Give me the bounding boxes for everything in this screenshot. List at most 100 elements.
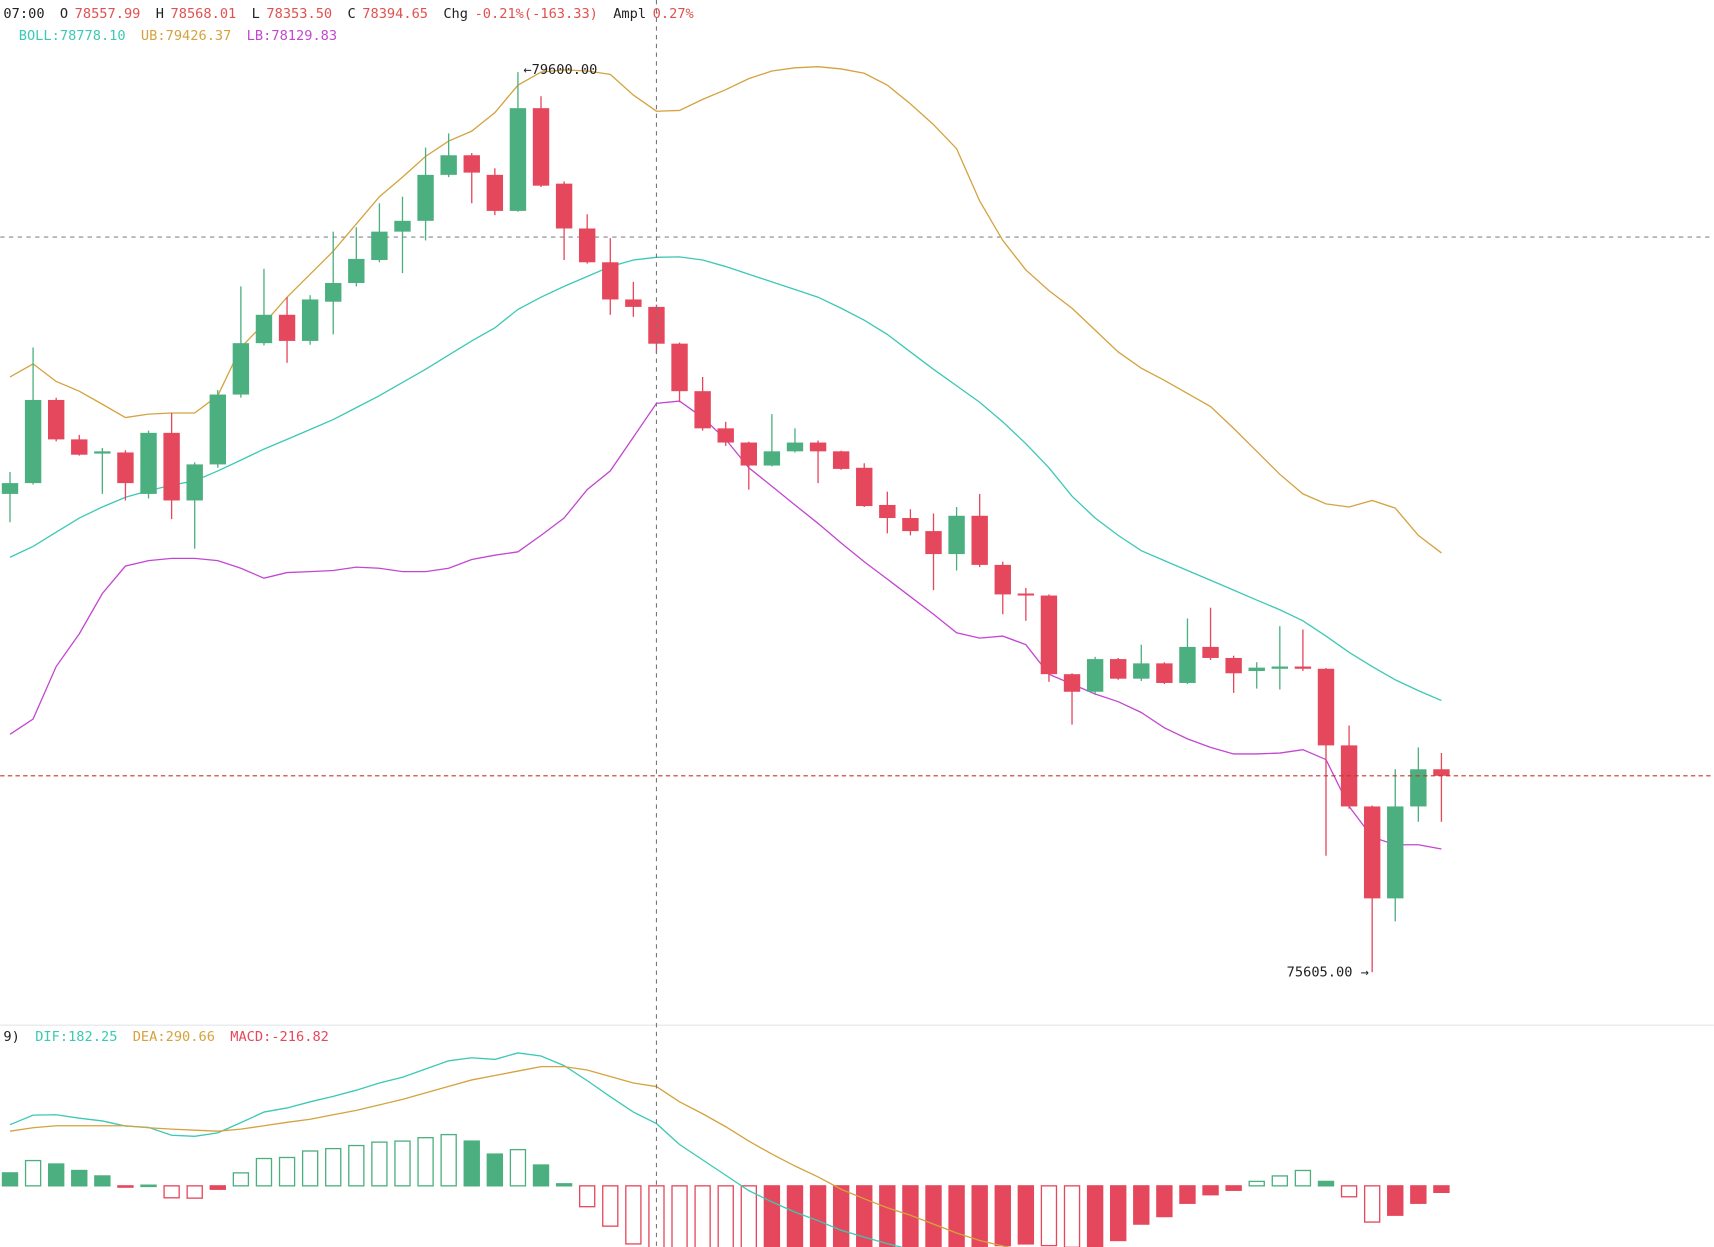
macd-bar xyxy=(1156,1185,1173,1218)
candle-body xyxy=(1387,806,1404,899)
macd-bar xyxy=(94,1175,111,1187)
candle-body xyxy=(1294,666,1312,669)
header-label: Chg xyxy=(443,6,468,22)
macd-bar xyxy=(417,1137,434,1187)
macd-bar xyxy=(602,1185,619,1227)
macd-line xyxy=(9,1065,1010,1247)
candle-body xyxy=(809,442,827,452)
macd-bar xyxy=(71,1169,88,1187)
header-label: Ampl xyxy=(613,6,646,22)
boll-header: BOLL:78778.10 UB:79426.37 LB:78129.83 xyxy=(19,28,337,44)
macd-bar xyxy=(1363,1185,1381,1223)
macd-bar xyxy=(1063,1185,1081,1247)
macd-bar xyxy=(1179,1185,1196,1204)
header-value: 78557.99 xyxy=(75,6,141,22)
candle-body xyxy=(278,314,296,341)
macd-bar xyxy=(763,1185,781,1247)
macd-bar xyxy=(832,1185,850,1247)
macd-legend: DEA:290.66 xyxy=(133,1029,215,1045)
candle-body xyxy=(1156,663,1173,683)
ohlc-header: 07:00 O 78557.99 H 78568.01 L 78353.50 C 78394.6… xyxy=(3,6,693,22)
macd-bar xyxy=(1248,1180,1265,1187)
macd-legend: MACD:-216.82 xyxy=(230,1029,329,1045)
candle-body xyxy=(1410,769,1427,807)
bollinger-line xyxy=(9,66,1442,554)
candle-body xyxy=(1,483,19,494)
macd-bar xyxy=(1433,1185,1450,1193)
candle-body xyxy=(371,231,388,261)
header-value: 78568.01 xyxy=(171,6,237,22)
candle-body xyxy=(94,451,111,454)
candle-body xyxy=(163,432,180,501)
candle-body xyxy=(209,394,226,465)
candle-body xyxy=(463,155,480,173)
candle-body xyxy=(971,515,988,565)
candle-body xyxy=(394,220,411,232)
macd-bar xyxy=(1202,1185,1219,1196)
band-legend: UB:79426.37 xyxy=(141,28,231,44)
candle-body xyxy=(486,174,504,211)
candle-body xyxy=(1086,659,1104,692)
macd-bar xyxy=(24,1159,42,1187)
candle-body xyxy=(602,262,619,300)
candle-body xyxy=(255,314,273,344)
macd-bar xyxy=(394,1140,411,1187)
band-legend: BOLL:78778.10 xyxy=(19,28,126,44)
candle-body xyxy=(948,515,965,555)
macd-bar xyxy=(786,1185,804,1247)
candle-body xyxy=(763,451,781,466)
macd-bar xyxy=(994,1185,1011,1247)
header-value: 78394.65 xyxy=(362,6,428,22)
candle-body xyxy=(902,518,919,532)
header-value: 0.27% xyxy=(653,6,694,22)
macd-bar xyxy=(809,1185,827,1247)
candle-body xyxy=(1317,668,1335,746)
macd-bar xyxy=(1387,1185,1404,1216)
macd-bar xyxy=(47,1163,65,1187)
macd-bar xyxy=(278,1156,296,1187)
macd-line xyxy=(9,1052,904,1247)
macd-bar xyxy=(1294,1169,1312,1187)
macd-bar xyxy=(255,1157,273,1187)
macd-bar xyxy=(463,1140,480,1187)
macd-bar xyxy=(1086,1185,1104,1247)
macd-bar xyxy=(232,1172,250,1187)
candle-body xyxy=(625,299,642,307)
macd-bar xyxy=(925,1185,942,1247)
macd-bar xyxy=(186,1185,203,1199)
low-label: 75605.00 → xyxy=(1287,964,1369,980)
macd-bar xyxy=(440,1133,457,1187)
candle-body xyxy=(1363,806,1381,899)
macd-bar xyxy=(1410,1185,1427,1204)
candle-body xyxy=(440,155,457,175)
macd-bar xyxy=(1110,1185,1127,1242)
candle-body xyxy=(740,442,757,466)
candle-body xyxy=(671,343,688,392)
macd-bar xyxy=(555,1183,573,1187)
macd-bar xyxy=(1017,1185,1035,1245)
macd-bar xyxy=(1317,1180,1335,1187)
candle-body xyxy=(509,108,527,211)
candle-body xyxy=(994,564,1011,595)
macd-bar xyxy=(1225,1185,1242,1191)
header-label: C xyxy=(347,6,355,22)
candle-body xyxy=(532,108,550,186)
macd-legend: DIF:182.25 xyxy=(35,1029,117,1045)
candle-body xyxy=(301,299,319,341)
macd-bar xyxy=(717,1185,734,1247)
macd-pane xyxy=(1,1052,1450,1247)
macd-bar xyxy=(879,1185,896,1247)
macd-bar xyxy=(209,1185,226,1190)
macd-bar xyxy=(486,1153,504,1187)
macd-bar xyxy=(371,1141,388,1187)
macd-bar xyxy=(671,1185,688,1247)
macd-bar xyxy=(1271,1175,1289,1187)
header-time: 07:00 xyxy=(3,6,44,22)
macd-header: 9) DIF:182.25 DEA:290.66 MACD:-216.82 xyxy=(3,1029,328,1045)
candle-body xyxy=(1202,646,1219,658)
macd-bar xyxy=(325,1147,342,1187)
macd-bar xyxy=(509,1148,527,1187)
candle-body xyxy=(1179,646,1196,683)
